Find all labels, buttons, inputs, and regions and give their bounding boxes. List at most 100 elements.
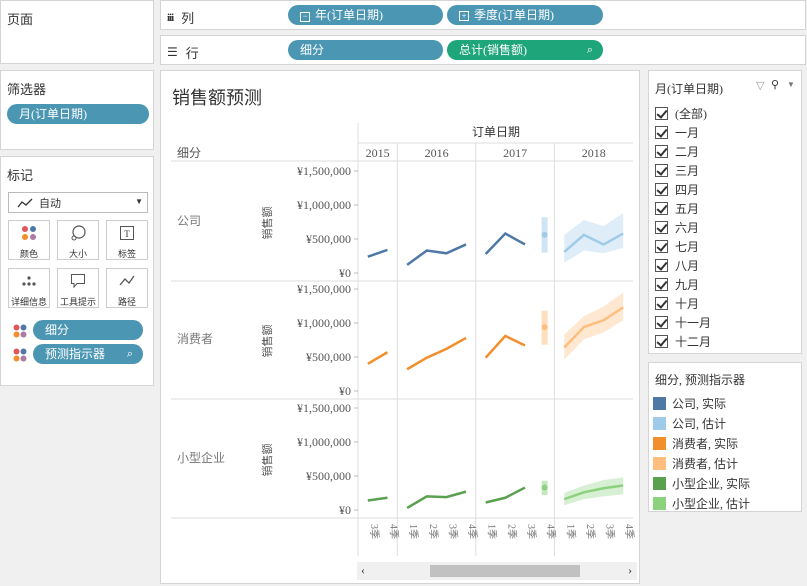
checkbox-checked-icon[interactable] — [655, 240, 668, 253]
actual-series-line — [485, 486, 526, 504]
forecast-icon: ⌕ — [126, 348, 133, 360]
filter-item[interactable]: 三月 — [655, 161, 699, 180]
checkbox-checked-icon[interactable] — [655, 164, 668, 177]
y-axis-title: 销售额 — [260, 207, 274, 240]
estimate-series-line — [563, 306, 624, 349]
y-tick-label: ¥1,000,000 — [297, 435, 351, 449]
estimate-band — [564, 292, 624, 360]
color-button[interactable]: 颜色 — [8, 220, 50, 260]
size-icon — [58, 225, 98, 247]
legend-label: 消费者, 实际 — [672, 436, 739, 451]
y-axis-title: 销售额 — [260, 444, 274, 477]
scroll-right-icon[interactable]: › — [628, 563, 632, 577]
estimate-band — [564, 213, 624, 263]
checkbox-checked-icon[interactable] — [655, 297, 668, 310]
quarter-label: 4季 — [545, 524, 557, 539]
legend-label: 小型企业, 实际 — [672, 476, 751, 491]
tooltip-button[interactable]: 工具提示 — [57, 268, 99, 308]
scroll-left-icon[interactable]: ‹ — [361, 563, 365, 577]
filter-item[interactable]: 五月 — [655, 199, 699, 218]
checkbox-checked-icon[interactable] — [655, 259, 668, 272]
quarter-label: 2季 — [584, 524, 596, 539]
checkbox-checked-icon[interactable] — [655, 107, 668, 120]
legend-label: 小型企业, 估计 — [672, 496, 751, 511]
filter-item[interactable]: 十一月 — [655, 313, 711, 332]
legend-swatch — [653, 476, 666, 490]
dropdown-arrow-icon: ▼ — [135, 197, 143, 206]
row-pill-segment[interactable]: 细分 — [288, 40, 443, 60]
legend-item[interactable]: 公司, 估计 — [653, 413, 726, 433]
legend-item[interactable]: 消费者, 估计 — [653, 453, 738, 473]
marks-card-title: 标记 — [7, 168, 34, 183]
quarter-label: 1季 — [564, 524, 576, 539]
quarter-label: 1季 — [407, 524, 419, 539]
rows-shelf-label: ☰ 行 — [167, 45, 199, 61]
legend-item[interactable]: 小型企业, 估计 — [653, 493, 750, 513]
filters-card-title: 筛选器 — [7, 82, 47, 97]
path-icon — [107, 273, 147, 295]
horizontal-scrollbar[interactable]: ‹ › — [357, 562, 637, 580]
tooltip-button-label: 工具提示 — [59, 297, 96, 307]
month-filter-title: 月(订单日期) — [655, 82, 723, 96]
filter-item[interactable]: 一月 — [655, 123, 699, 142]
size-button[interactable]: 大小 — [57, 220, 99, 260]
quarter-label: 2季 — [427, 524, 439, 539]
view-pane: 销售额预测 订单日期 细分 2015 2016 2017 2018 3季 4季 1季 2季 3季… — [160, 70, 640, 584]
column-pill-year[interactable]: − 年(订单日期) — [288, 5, 443, 25]
filter-item[interactable]: 十月 — [655, 294, 699, 313]
scrollbar-thumb[interactable] — [430, 565, 580, 577]
year-label: 2018 — [582, 146, 606, 160]
filter-item[interactable]: 十二月 — [655, 332, 711, 351]
filter-item[interactable]: 四月 — [655, 180, 699, 199]
forecast-icon: ⌕ — [586, 44, 593, 56]
year-label: 2015 — [366, 146, 390, 160]
label-button[interactable]: T 标签 — [106, 220, 148, 260]
legend-item[interactable]: 小型企业, 实际 — [653, 473, 750, 493]
filter-pill-month[interactable]: 月(订单日期) — [7, 104, 149, 124]
checkbox-checked-icon[interactable] — [655, 183, 668, 196]
column-pill-quarter[interactable]: + 季度(订单日期) — [447, 5, 603, 25]
filter-funnel-icon[interactable]: ▽ — [756, 80, 765, 92]
checkbox-checked-icon[interactable] — [655, 202, 668, 215]
estimate-point — [541, 324, 548, 331]
estimate-point — [541, 484, 548, 491]
quarter-label: 3季 — [604, 524, 616, 539]
legend-title: 细分, 预测指示器 — [655, 373, 746, 387]
legend-swatch — [653, 456, 666, 470]
mark-type-dropdown[interactable]: 自动 ▼ — [8, 192, 148, 213]
legend-item[interactable]: 公司, 实际 — [653, 393, 726, 413]
y-tick-label: ¥0 — [339, 266, 351, 280]
y-tick-label: ¥500,000 — [306, 469, 351, 483]
legend-item[interactable]: 消费者, 实际 — [653, 433, 738, 453]
checkbox-checked-icon[interactable] — [655, 316, 668, 329]
filter-menu-icon[interactable]: ▼ — [787, 80, 795, 89]
actual-series-line — [367, 351, 389, 365]
filter-item[interactable]: 八月 — [655, 256, 699, 275]
color-dots-icon — [13, 324, 27, 338]
checkbox-checked-icon[interactable] — [655, 278, 668, 291]
segment-label: 公司 — [177, 214, 201, 228]
marks-pill-segment[interactable]: 细分 — [33, 320, 143, 340]
filter-item[interactable]: 七月 — [655, 237, 699, 256]
filters-card: 筛选器 月(订单日期) — [0, 70, 154, 150]
filter-item[interactable]: 九月 — [655, 275, 699, 294]
color-legend-card: 细分, 预测指示器 公司, 实际 公司, 估计消费者, 实际消费者, 估计小型企业… — [648, 362, 802, 512]
checkbox-checked-icon[interactable] — [655, 335, 668, 348]
marks-pill-forecast[interactable]: 预测指示器 ⌕ — [33, 344, 143, 364]
checkbox-checked-icon[interactable] — [655, 145, 668, 158]
pages-card: 页面 — [0, 0, 154, 64]
filter-item[interactable]: (全部) — [655, 104, 707, 123]
column-header-order-date: 订单日期 — [472, 125, 520, 139]
pages-card-title: 页面 — [7, 12, 34, 27]
filter-item[interactable]: 二月 — [655, 142, 699, 161]
size-button-label: 大小 — [68, 249, 87, 259]
quarter-label: 3季 — [525, 524, 537, 539]
filter-item[interactable]: 六月 — [655, 218, 699, 237]
detail-button[interactable]: 详细信息 — [8, 268, 50, 308]
row-pill-sales[interactable]: 总计(销售额) ⌕ — [447, 40, 603, 60]
search-icon[interactable]: ⚲ — [771, 79, 780, 91]
filter-item-label: 十二月 — [675, 335, 712, 349]
checkbox-checked-icon[interactable] — [655, 126, 668, 139]
checkbox-checked-icon[interactable] — [655, 221, 668, 234]
path-button[interactable]: 路径 — [106, 268, 148, 308]
